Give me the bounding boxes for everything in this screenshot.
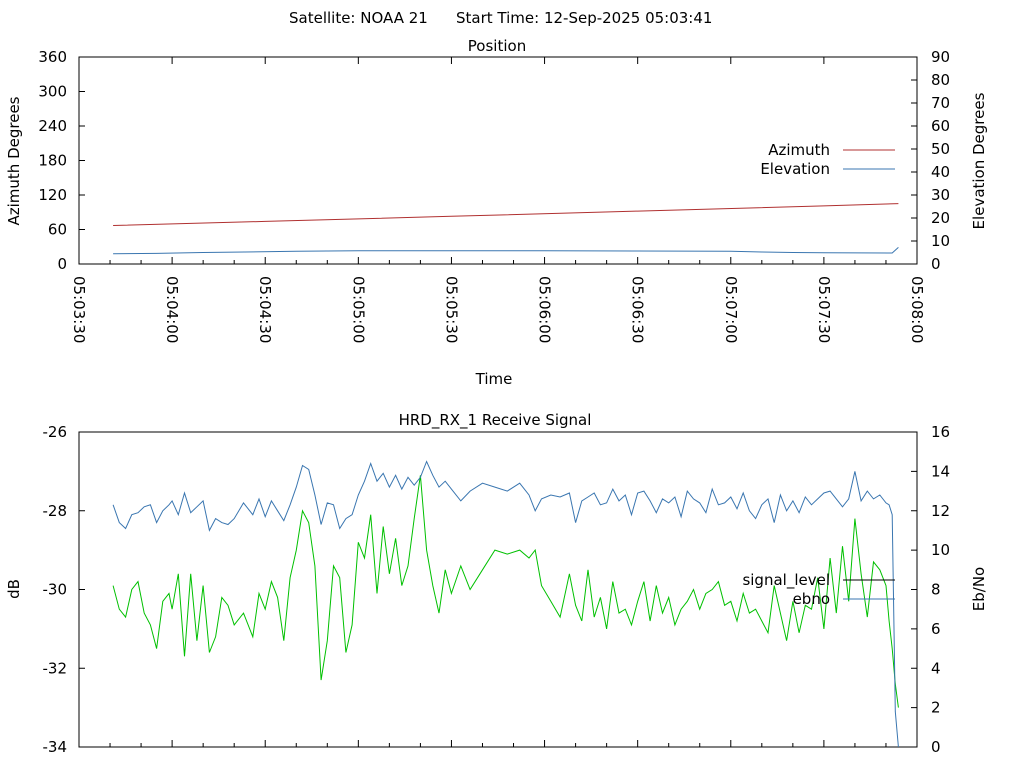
signal-y2-ticks: 0 2 4 6 8 10 12 14 16 [911,423,950,756]
position-x-axis-label: Time [475,370,513,388]
position-y-tick-label: 240 [38,117,67,135]
position-y2-tick-label: 70 [931,94,950,112]
signal-series-ebno-line [112,460,899,748]
position-x-tick-label: 05:03:30 [70,276,88,343]
signal-legend-ebno-label: ebno [793,590,830,608]
signal-y2-tick-label: 6 [931,620,941,638]
position-y-tick-label: 180 [38,152,67,170]
signal-series [112,460,899,748]
signal-y2-tick-label: 2 [931,699,941,717]
position-y2-axis-label: Elevation Degrees [970,92,988,229]
position-series-elevation-line [113,247,899,255]
position-x-tick-label: 05:04:30 [256,276,274,343]
position-y-tick-label: 300 [38,83,67,101]
position-y-ticks: 0 60 120 180 240 300 360 [38,48,85,273]
signal-y-tick-label: -32 [43,659,68,677]
position-y2-tick-label: 10 [931,232,950,250]
position-y2-tick-label: 20 [931,209,950,227]
position-y-axis-label: Azimuth Degrees [5,96,23,225]
position-x-tick-label: 05:05:30 [442,276,460,343]
signal-y2-tick-label: 0 [931,738,941,756]
position-x-tick-label: 05:07:30 [815,276,833,343]
position-x-tick-label: 05:06:30 [629,276,647,343]
position-legend-azimuth-label: Azimuth [768,141,830,159]
position-y2-tick-label: 90 [931,48,950,66]
signal-y2-tick-label: 8 [931,581,941,599]
receive-signal-chart: HRD_RX_1 Receive Signal dB Eb/No -34-32-… [5,411,988,756]
signal-x-ticks [78,740,918,747]
position-x-tick-label: 05:07:00 [722,276,740,343]
signal-y2-axis-label: Eb/No [970,567,988,611]
position-y2-tick-label: 50 [931,140,950,158]
position-legend-elevation-label: Elevation [760,160,830,178]
position-x-tick-label: 05:04:00 [163,276,181,343]
position-y2-tick-label: 40 [931,163,950,181]
position-x-tick-label: 05:08:00 [908,276,926,343]
signal-y2-tick-label: 16 [931,423,950,441]
signal-plot-frame [78,431,918,748]
position-y2-tick-label: 30 [931,186,950,204]
start-time-label: Start Time: 12-Sep-2025 05:03:41 [456,9,712,27]
signal-legend-signal-level-label: signal_level [742,571,830,590]
position-x-ticks: 05:03:30 05:04:00 05:04:30 05:05:00 05:05:30… [70,57,926,343]
position-y-tick-label: 0 [57,255,67,273]
position-y2-tick-label: 60 [931,117,950,135]
position-y2-ticks: 0 10 20 30 40 50 60 70 80 90 [911,48,950,273]
position-series-azimuth-line [113,203,899,226]
signal-y-axis-label: dB [5,579,23,599]
satellite-label: Satellite: NOAA 21 [289,9,428,27]
position-x-tick-label: 05:06:00 [536,276,554,343]
signal-y-tick-label: -30 [43,581,68,599]
signal-y-tick-label: -26 [43,423,68,441]
position-y-tick-label: 120 [38,186,67,204]
signal-y-tick-label: -34 [43,738,68,756]
signal-y2-tick-label: 4 [931,659,941,677]
position-y2-tick-label: 80 [931,71,950,89]
position-y-tick-label: 60 [48,221,67,239]
position-chart-title: Position [468,37,526,55]
signal-y2-tick-label: 10 [931,541,950,559]
position-x-tick-label: 05:05:00 [349,276,367,343]
signal-y-tick-label: -28 [43,502,68,520]
position-y-tick-label: 360 [38,48,67,66]
position-series [113,203,899,255]
signal-series-signal-level-line [112,475,899,708]
position-y2-tick-label: 0 [931,255,941,273]
signal-chart-title: HRD_RX_1 Receive Signal [399,411,592,430]
position-chart: Position Azimuth Degrees Elevation Degre… [5,37,988,388]
signal-y2-tick-label: 14 [931,462,950,480]
signal-y-ticks: -34 -32 -30 -28 -26 [43,423,85,756]
signal-y2-tick-label: 12 [931,502,950,520]
